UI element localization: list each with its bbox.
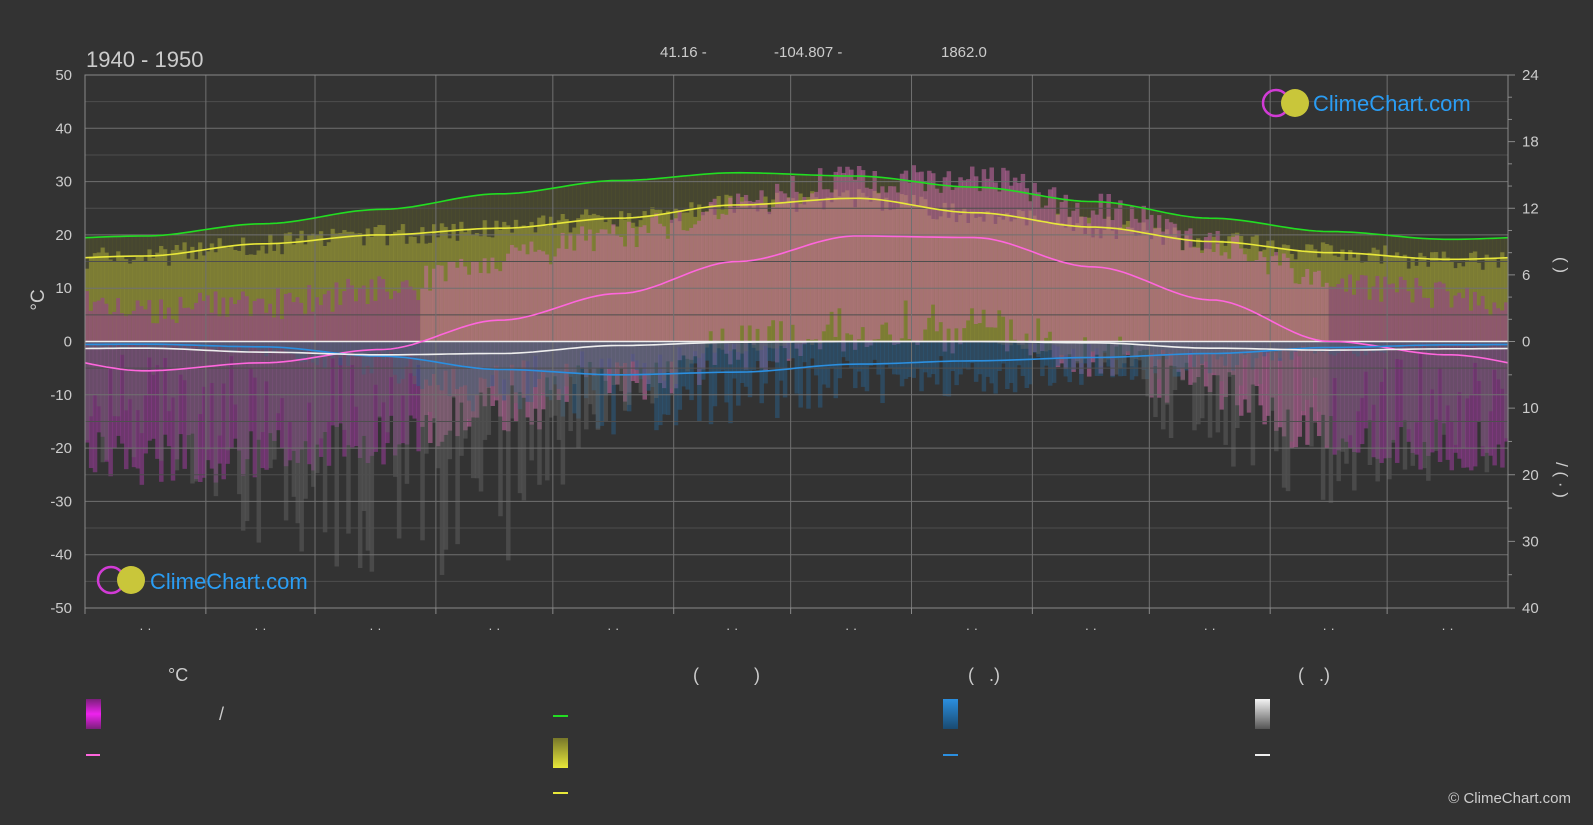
left-tick-label: -30 [50,493,72,510]
sunshine-line [84,197,1509,261]
left-tick-label: -20 [50,440,72,457]
logo-bottom: ClimeChart.com [96,565,308,595]
left-tick-label: 30 [55,174,72,191]
legend-rain-swatch [943,699,958,729]
left-axis-label: °C [28,289,49,310]
snow-line [84,340,1509,356]
month-label: · · [845,621,857,636]
legend-temp-range-swatch [86,699,101,729]
rain-line [84,343,1509,376]
month-label: · · [369,621,381,636]
legend-temperature-header: °C [168,665,189,685]
month-label: · · [966,621,978,636]
legend-sun-header: ( ) [693,665,760,685]
temp-avg-line [84,235,1509,372]
legend-snow-avg-swatch [1255,754,1270,756]
month-label: · · [139,621,151,636]
left-tick-label: 0 [64,334,72,351]
logo-text-top: ClimeChart.com [1313,91,1471,116]
month-label: · · [1441,621,1453,636]
month-label: · · [1204,621,1216,636]
month-label: · · [1323,621,1335,636]
daylight-line [84,171,1509,241]
left-tick-label: 20 [55,227,72,244]
series-lines [84,171,1509,376]
right-lower-tick-label: 10 [1522,400,1539,417]
elevation-text: 1862.0 [941,44,987,61]
right-upper-tick-label: 18 [1522,134,1539,151]
longitude-text: -104.807 - [774,44,842,61]
month-label: · · [726,621,738,636]
right-upper-tick-label: 6 [1522,267,1530,284]
logo-sun-icon [117,566,145,594]
right-lower-tick-label: 40 [1522,600,1539,617]
legend-daylight-swatch [553,715,568,717]
right-lower-tick-label: 30 [1522,533,1539,550]
legend-temp-avg-swatch [86,754,100,756]
right-lower-tick-label: 20 [1522,467,1539,484]
left-tick-label: 40 [55,120,72,137]
period-title: 1940 - 1950 [86,47,203,72]
left-tick-label: 10 [55,280,72,297]
month-label: · · [254,621,266,636]
latitude-text: 41.16 - [660,44,707,61]
left-tick-label: -10 [50,387,72,404]
legend-range-separator: / [219,704,225,724]
axes: 50 40 30 20 10 0 -10 -20 -30 -40 -50 24 18 12 6 0 10 20 30… [50,67,1538,636]
month-label: · · [488,621,500,636]
legend-rain-header: ( .) [968,665,1000,685]
right-lower-axis-label: / ( · ) [1552,462,1571,498]
left-tick-label: 50 [55,67,72,84]
right-upper-tick-label: 24 [1522,67,1539,84]
daily-bands [85,165,1509,575]
legend-sunshine-swatch [553,738,568,768]
right-upper-axis-label: ( ) [1552,257,1571,273]
month-label: · · [1085,621,1097,636]
copyright-text: © ClimeChart.com [1448,790,1571,807]
left-tick-label: -40 [50,547,72,564]
logo-text-bottom: ClimeChart.com [150,569,308,594]
right-upper-tick-label: 0 [1522,334,1530,351]
legend-sunshine-avg-swatch [553,792,568,794]
logo-sun-icon [1281,89,1309,117]
left-tick-label: -50 [50,600,72,617]
legend-rain-avg-swatch [943,754,958,756]
legend-snow-header: ( .) [1298,665,1330,685]
legend-snow-swatch [1255,699,1270,729]
month-label: · · [607,621,619,636]
right-upper-tick-label: 12 [1522,200,1539,217]
logo-top: ClimeChart.com [1261,88,1471,118]
